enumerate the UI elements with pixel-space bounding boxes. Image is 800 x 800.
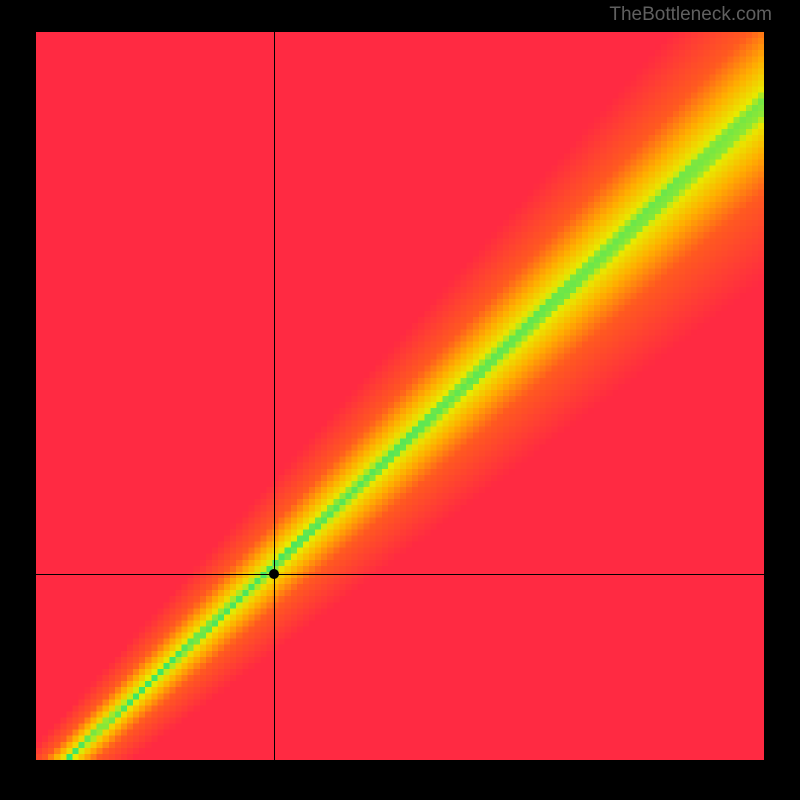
crosshair-marker (269, 569, 279, 579)
heatmap-canvas (36, 32, 764, 760)
crosshair-vertical (274, 32, 275, 760)
heatmap-plot (36, 32, 764, 760)
watermark-text: TheBottleneck.com (609, 4, 772, 26)
crosshair-horizontal (36, 574, 764, 575)
